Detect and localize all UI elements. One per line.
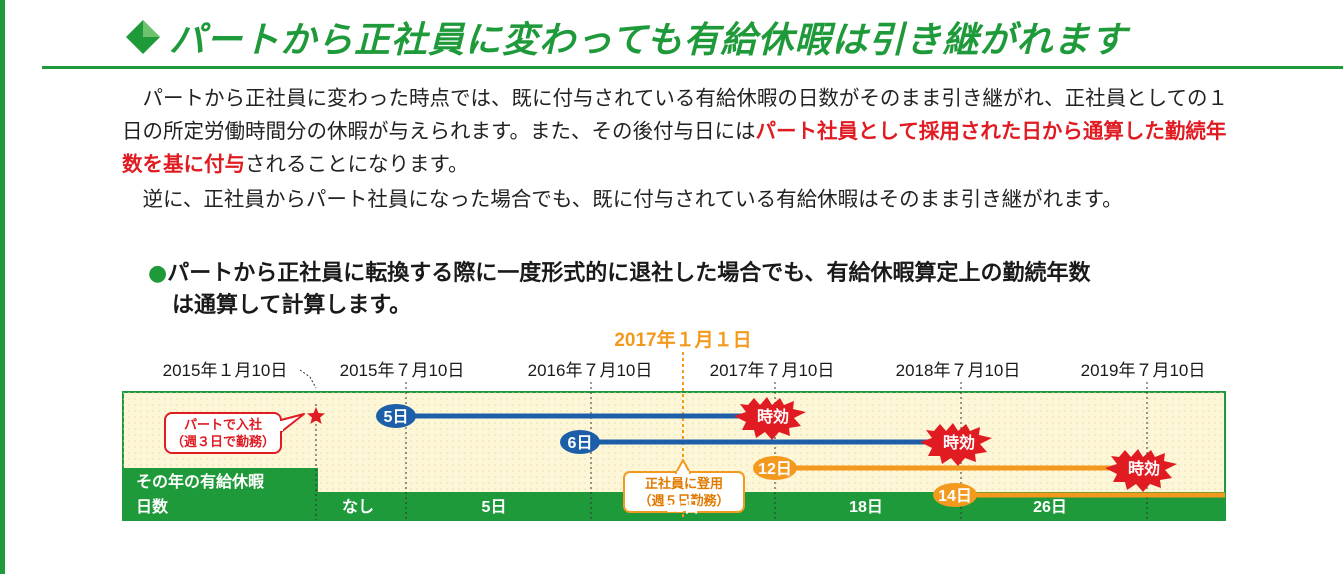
date-label: 2015年７月10日 [340,361,465,380]
expire-label: 時効 [943,433,975,452]
paragraph-1-text: パートから正社員に変わった時点では、既に付与されている有給休暇の日数がそのまま引… [122,86,1228,143]
year-total: 5日 [482,498,507,516]
row-label-line1: その年の有給休暇 [136,472,264,491]
promote-callout-line1: 正社員に登用 [645,476,723,491]
paragraph-1: パートから正社員に変わった時点では、既に付与されている有給休暇の日数がそのまま引… [122,82,1232,181]
page-title: パートから正社員に変わっても有給休暇は引き継がれます [169,20,1128,61]
year-total: 11日 [667,498,700,516]
paragraph-1-highlight: パート社員として採用された日から通算した勤続年数を基に付与 [122,119,1227,176]
left-accent-bar [0,0,5,574]
join-star-icon [307,407,325,424]
paragraph-1-end: されることになります。 [245,152,469,176]
expire-label: 時効 [757,407,789,426]
promote-callout-line2: （週５日勤務） [638,493,729,508]
promote-callout: 正社員に登用 （週５日勤務） [623,459,745,513]
totals-label-bg [123,492,318,520]
year-total: 26日 [1033,498,1067,516]
diamond-icon [126,20,160,54]
year-total: 18日 [849,498,883,516]
date-label: 2017年７月10日 [710,361,835,380]
date-label: 2016年７月10日 [528,361,653,380]
grant-bar-12: 12日 [753,456,1150,480]
bullet-dot-icon: ● [148,261,168,286]
date-label: 2015年１月10日 [163,361,288,380]
join-callout-line1: パートで入社 [184,417,262,432]
join-leader-line [299,369,317,389]
bullet-line-1: パートから正社員に転換する際に一度形式的に退社した場合でも、有給休暇算定上の勤続… [167,261,1091,286]
date-label: 2019年７月10日 [1081,361,1206,380]
grant-bar-5: 5日 [376,404,778,428]
bullet-note: ●パートから正社員に転換する際に一度形式的に退社した場合でも、有給休暇算定上の勤… [148,258,1248,322]
heading-underline [42,66,1343,69]
grant-bar-14: 14日 [933,483,1225,507]
paragraph-2: 逆に、正社員からパート社員になった場合でも、既に付与されている有給休暇はそのまま… [142,187,1123,211]
year-total: なし [342,498,374,516]
grant-days-label: 14日 [938,487,972,505]
grant-days-label: 5日 [384,408,409,426]
convert-date-label: 2017年１月１日 [614,328,751,351]
row-label-line2: 日数 [136,497,169,516]
row-label-bg [123,468,318,494]
bullet-line-2: は通算して計算します。 [172,293,412,318]
grant-days-label: 12日 [758,460,792,478]
section-heading: パートから正社員に変わっても有給休暇は引き継がれます [125,12,1127,62]
grant-bar-6: 6日 [560,430,964,454]
join-callout: パートで入社 （週３日で勤務） [164,412,305,454]
expire-burst-2: 時効 [920,423,992,466]
grant-days-label: 6日 [568,434,593,452]
date-label: 2018年７月10日 [896,361,1021,380]
join-callout-line2: （週３日で勤務） [171,434,275,449]
expire-label: 時効 [1128,459,1160,478]
expire-burst-1: 時効 [734,397,806,440]
expire-burst-3: 時効 [1105,449,1177,492]
